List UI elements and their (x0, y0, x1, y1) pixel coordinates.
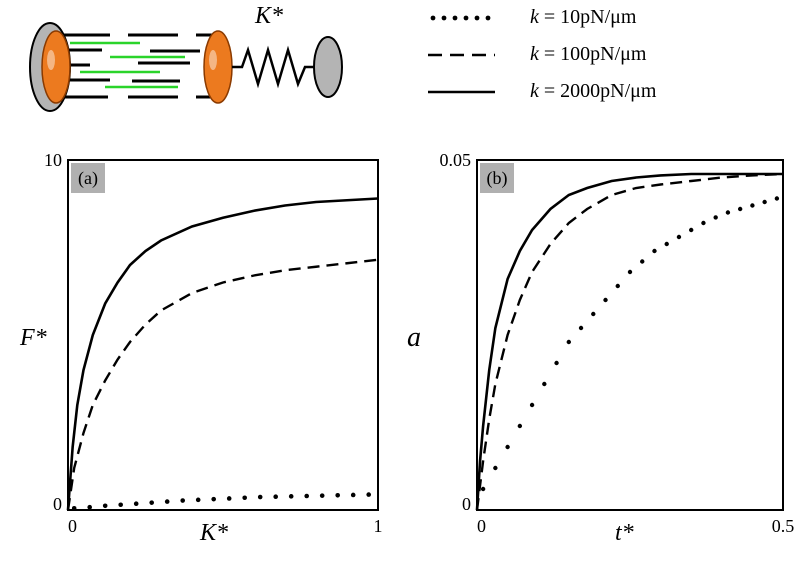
right-highlight (209, 50, 217, 70)
chart-a-xlabel: K* (200, 520, 228, 547)
legend-text-1: = 100pN/μm (544, 43, 647, 65)
chart-a-svg: 01010(a) (20, 150, 390, 550)
legend-label-1: k = 100pN/μm (530, 43, 646, 66)
diagram-k-text: K* (255, 3, 283, 29)
chart-a-ylabel: F* (20, 325, 47, 352)
legend-k-2: k (530, 80, 539, 102)
svg-text:0.5: 0.5 (772, 516, 795, 536)
spindle-diagram: K* (10, 5, 370, 135)
diagram-k-label: K* (255, 3, 283, 30)
svg-text:10: 10 (44, 150, 62, 170)
svg-text:(a): (a) (78, 168, 98, 189)
spring-icon (232, 50, 315, 84)
legend-text-0: = 10pN/μm (544, 6, 637, 28)
spindle-svg (10, 5, 370, 135)
legend-k-0: k (530, 6, 539, 28)
svg-text:1: 1 (374, 516, 383, 536)
legend-label-0: k = 10pN/μm (530, 6, 636, 29)
left-inner-pole (42, 31, 70, 103)
chart-b: 00.500.05(b) a t* (415, 150, 795, 550)
svg-text:0.05: 0.05 (440, 150, 472, 170)
figure-root: k = 10pN/μm k = 100pN/μm k = 2000pN/μm (0, 0, 800, 561)
chart-b-ylabel: a (407, 322, 421, 354)
chart-b-xlabel: t* (615, 520, 634, 547)
left-highlight (47, 50, 55, 70)
svg-text:(b): (b) (487, 168, 508, 189)
legend-item-dotted (431, 16, 491, 21)
legend: k = 10pN/μm k = 100pN/μm k = 2000pN/μm (400, 0, 800, 110)
chart-a: 01010(a) F* K* (20, 150, 390, 550)
chart-b-svg: 0 0.5 0 0.05 (b) (415, 150, 795, 550)
legend-text-2: = 2000pN/μm (544, 80, 657, 102)
svg-text:0: 0 (477, 516, 486, 536)
right-outer-pole (314, 37, 342, 97)
svg-text:0: 0 (53, 494, 62, 514)
right-inner-pole (204, 31, 232, 103)
svg-text:0: 0 (462, 494, 471, 514)
svg-text:0: 0 (68, 516, 77, 536)
legend-label-2: k = 2000pN/μm (530, 80, 656, 103)
legend-k-1: k (530, 43, 539, 65)
